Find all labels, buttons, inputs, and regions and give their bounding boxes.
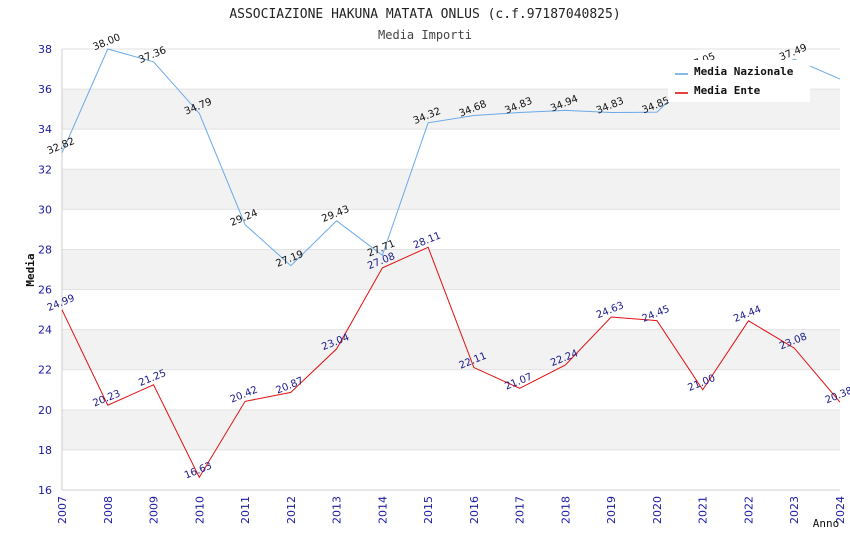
data-label: 24.45 — [641, 304, 672, 325]
y-tick-label: 38 — [38, 43, 52, 56]
grid-band — [62, 329, 840, 370]
grid-band — [62, 409, 840, 450]
data-label: 32.82 — [46, 136, 77, 157]
x-tick-label: 2017 — [514, 496, 527, 524]
x-tick-label: 2019 — [605, 496, 618, 524]
x-axis-title: Anno — [813, 517, 840, 530]
x-tick-label: 2011 — [239, 496, 252, 524]
x-tick-label: 2014 — [376, 496, 389, 524]
chart-subtitle: Media Importi — [378, 28, 472, 42]
y-tick-label: 22 — [38, 364, 52, 377]
grid-band — [62, 249, 840, 290]
y-tick-label: 26 — [38, 284, 52, 297]
grid-bands — [62, 89, 840, 450]
x-tick-label: 2007 — [56, 496, 69, 524]
x-tick-label: 2015 — [422, 496, 435, 524]
y-tick-label: 24 — [38, 324, 52, 337]
data-label: 20.38 — [824, 385, 850, 406]
grid-band — [62, 169, 840, 210]
data-label: 37.36 — [137, 45, 168, 66]
legend-label-ente: Media Ente — [694, 84, 761, 97]
x-tick-label: 2021 — [697, 496, 710, 524]
x-tick-label: 2024 — [834, 496, 847, 524]
axes — [61, 49, 840, 491]
y-tick-label: 30 — [38, 203, 52, 216]
y-tick-label: 20 — [38, 404, 52, 417]
x-tick-label: 2018 — [559, 496, 572, 524]
y-tick-label: 36 — [38, 83, 52, 96]
y-tick-label: 32 — [38, 163, 52, 176]
x-tick-label: 2012 — [285, 496, 298, 524]
data-label: 28.11 — [412, 230, 443, 251]
y-axis-title: Media — [24, 253, 37, 286]
series-line-ente — [61, 246, 841, 479]
y-tick-label: 34 — [38, 123, 52, 136]
legend-box — [668, 60, 810, 102]
x-tick-label: 2020 — [651, 496, 664, 524]
x-axis-ticks: 2007 2008 2009 2010 2011 2012 2013 2014 2015 2016… — [56, 496, 847, 524]
data-label: 20.87 — [275, 376, 306, 397]
y-tick-label: 18 — [38, 444, 52, 457]
chart-title: ASSOCIAZIONE HAKUNA MATATA ONLUS (c.f.97… — [229, 7, 620, 22]
data-label: 20.23 — [91, 388, 122, 409]
legend-label-nazionale: Media Nazionale — [694, 65, 794, 78]
data-label: 21.00 — [686, 373, 717, 394]
data-label: 21.07 — [503, 372, 534, 393]
data-label: 16.63 — [183, 461, 214, 482]
y-tick-label: 28 — [38, 243, 52, 256]
x-tick-label: 2016 — [468, 496, 481, 524]
x-tick-label: 2013 — [331, 496, 344, 524]
data-label: 21.25 — [137, 368, 168, 389]
x-tick-label: 2023 — [788, 496, 801, 524]
y-axis-ticks: 16 18 20 22 24 26 28 30 32 34 36 38 — [38, 43, 52, 497]
y-tick-label: 16 — [38, 484, 52, 497]
x-tick-label: 2008 — [102, 496, 115, 524]
x-tick-label: 2010 — [193, 496, 206, 524]
x-tick-label: 2009 — [148, 496, 161, 524]
data-label: 29.24 — [229, 208, 260, 229]
x-tick-label: 2022 — [742, 496, 755, 524]
legend: Media Nazionale Media Ente — [668, 60, 810, 102]
